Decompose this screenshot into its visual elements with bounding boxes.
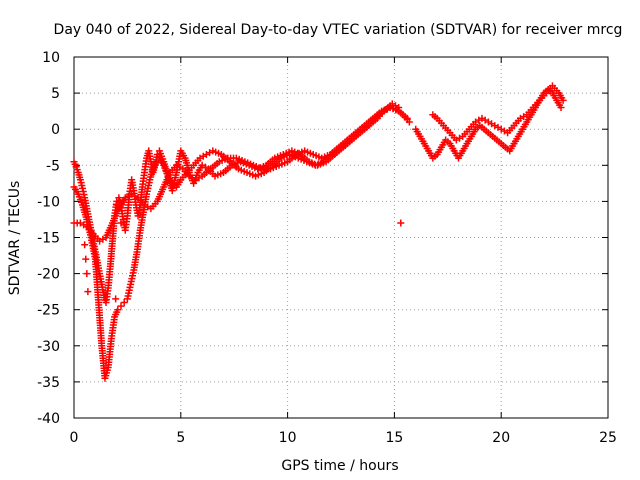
y-tick-label: -30	[37, 339, 60, 355]
x-axis-label: GPS time / hours	[281, 458, 398, 474]
x-tick-label: 15	[385, 430, 403, 446]
y-tick-label: -25	[37, 303, 60, 319]
chart-title: Day 040 of 2022, Sidereal Day-to-day VTE…	[54, 22, 623, 38]
y-tick-label: -5	[46, 158, 60, 174]
series-isolated	[81, 201, 405, 303]
y-tick-label: 5	[51, 86, 60, 102]
series-track-c	[70, 104, 411, 245]
y-tick-label: 0	[51, 122, 60, 138]
data-point	[120, 298, 128, 306]
data-point	[152, 158, 160, 166]
y-tick-label: -35	[37, 375, 60, 391]
x-tick-label: 5	[176, 430, 185, 446]
x-tick-label: 20	[492, 430, 510, 446]
x-tick-label: 10	[279, 430, 297, 446]
data-point	[83, 270, 91, 278]
data-point	[403, 114, 411, 122]
data-point	[117, 219, 125, 227]
data-point	[81, 241, 89, 249]
x-tick-label: 25	[599, 430, 617, 446]
ticks-layer: 0 5 10 15 20 25 -40 -35 -30 -25 -20 -15 -10 -5 0 5 10	[37, 50, 617, 446]
x-tick-label: 0	[70, 430, 79, 446]
y-tick-label: -40	[37, 411, 60, 427]
data-point	[557, 104, 565, 112]
y-tick-label: 10	[42, 50, 60, 66]
data-point	[82, 255, 90, 263]
data-point	[114, 306, 122, 314]
data-point	[113, 201, 121, 209]
y-axis-label: SDTVAR / TECUs	[7, 181, 23, 296]
y-tick-label: -10	[37, 194, 60, 210]
data-point	[405, 118, 413, 126]
points-layer	[70, 82, 567, 382]
data-point	[112, 295, 120, 303]
grid-layer	[74, 57, 608, 418]
y-tick-label: -20	[37, 267, 60, 283]
data-point	[153, 150, 161, 158]
y-tick-label: -15	[37, 231, 60, 247]
series-track-e	[429, 82, 567, 144]
data-point	[397, 219, 405, 227]
data-point	[117, 302, 125, 310]
data-point	[559, 96, 567, 104]
data-point	[84, 288, 92, 296]
